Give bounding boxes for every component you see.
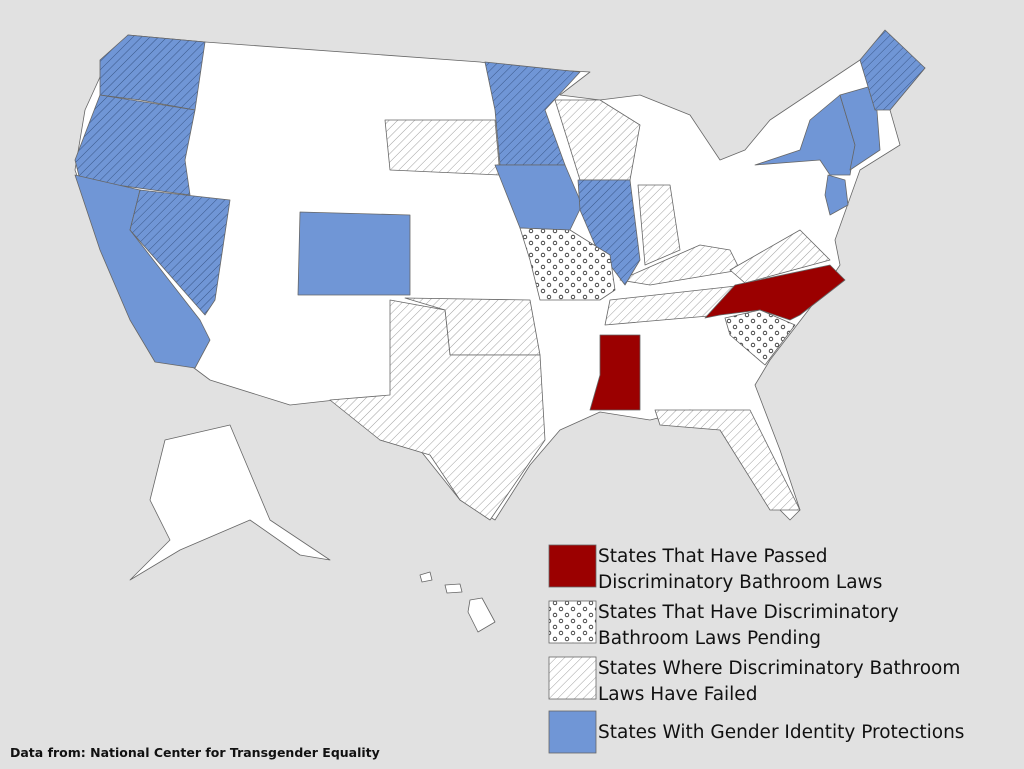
state	[577, 179, 641, 286]
state	[297, 211, 411, 296]
state	[729, 229, 831, 284]
legend-label: States That Have Passed	[598, 546, 828, 567]
legend-label: Discriminatory Bathroom Laws	[598, 572, 882, 593]
hawaii	[419, 571, 433, 583]
state	[654, 409, 801, 511]
legend-swatch	[548, 710, 597, 754]
hawaii	[444, 583, 463, 594]
legend-label: Bathroom Laws Pending	[598, 628, 821, 649]
legend-label: Laws Have Failed	[598, 684, 757, 705]
alaska	[129, 424, 331, 581]
legend-swatch	[548, 600, 597, 644]
state	[704, 264, 846, 321]
state	[859, 29, 926, 111]
state	[129, 189, 231, 316]
legend-label: States With Gender Identity Protections	[598, 722, 964, 743]
hawaii	[467, 597, 496, 633]
state	[519, 227, 616, 301]
state	[329, 299, 546, 521]
legend-label: States That Have Discriminatory	[598, 602, 899, 623]
source-note: Data from: National Center for Transgend…	[10, 745, 380, 760]
legend-swatch	[548, 656, 597, 700]
legend-label: States Where Discriminatory Bathroom	[598, 658, 960, 679]
state	[619, 244, 741, 286]
state	[384, 119, 501, 176]
state	[74, 94, 196, 196]
states	[74, 29, 926, 633]
state	[824, 174, 849, 216]
state	[724, 309, 796, 366]
legend-swatch	[548, 544, 597, 588]
state	[589, 334, 641, 411]
legend: States That Have Passed Discriminatory Ba…	[548, 544, 964, 754]
state	[99, 34, 206, 111]
state	[554, 99, 641, 181]
state	[494, 164, 583, 231]
state	[637, 184, 681, 266]
